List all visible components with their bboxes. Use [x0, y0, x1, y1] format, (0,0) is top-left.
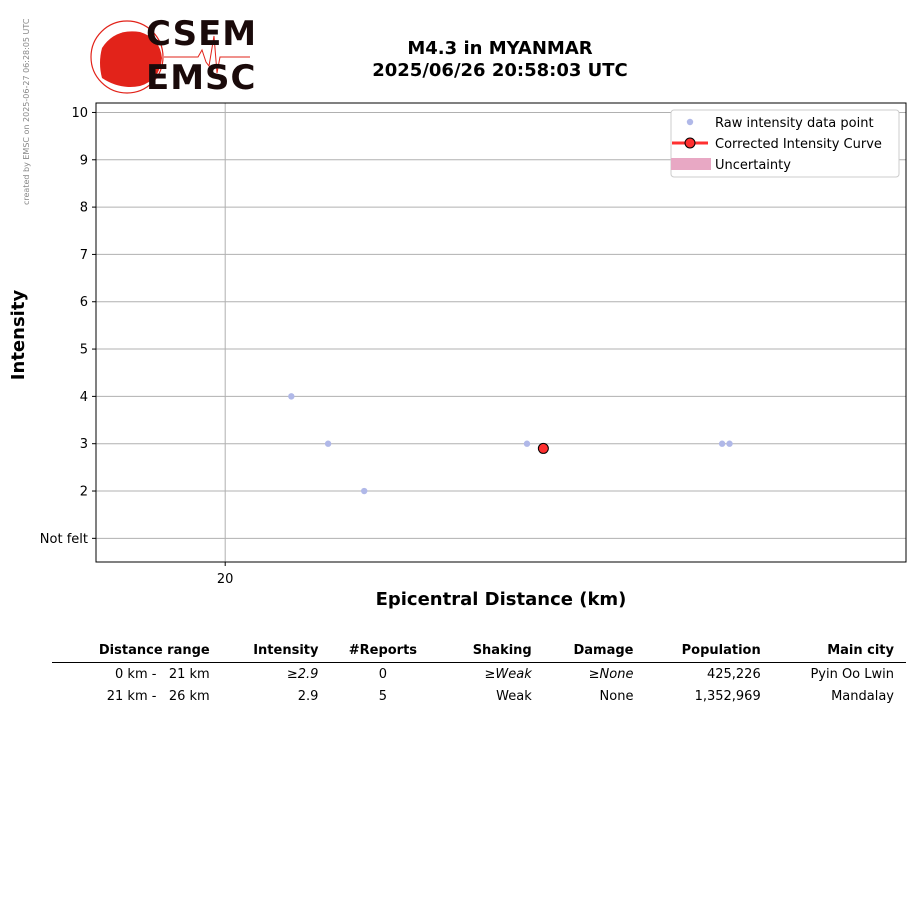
legend-label: Raw intensity data point	[715, 116, 874, 131]
y-tick-label: 10	[71, 106, 88, 121]
cell-city: Pyin Oo Lwin	[810, 667, 894, 682]
distance-from: 21 km -	[106, 689, 157, 704]
cell-distance: 0 km - 21 km	[52, 663, 222, 686]
y-tick-label: 9	[80, 153, 88, 168]
y-tick-label: 4	[80, 390, 88, 405]
raw-data-point	[523, 440, 531, 447]
cell-shaking: ≥Weak	[484, 667, 532, 682]
chart-title: M4.3 in MYANMAR 2025/06/26 20:58:03 UTC	[300, 38, 700, 82]
header-distance: Distance range	[52, 640, 222, 663]
cell-intensity: ≥2.9	[286, 667, 319, 682]
cell-damage: None	[599, 689, 634, 704]
header-intensity: Intensity	[221, 640, 331, 663]
table-header-row: Distance range Intensity #Reports Shakin…	[52, 640, 906, 663]
header-damage: Damage	[543, 640, 646, 663]
corrected-intensity-point	[537, 442, 549, 454]
header-city: Main city	[772, 640, 906, 663]
cell-damage: ≥None	[588, 667, 634, 682]
table-row: 21 km - 26 km 2.9 5 Weak None 1,352,969 …	[52, 685, 906, 707]
legend-raw-marker	[686, 118, 694, 126]
y-tick-label: Not felt	[40, 532, 88, 547]
title-line-2: 2025/06/26 20:58:03 UTC	[372, 60, 628, 81]
y-tick-label: 8	[80, 201, 88, 216]
cell-population: 425,226	[706, 667, 761, 682]
x-axis-label: Epicentral Distance (km)	[375, 589, 627, 610]
header-reports: #Reports	[330, 640, 444, 663]
cell-population: 1,352,969	[694, 689, 761, 704]
header-shaking: Shaking	[443, 640, 544, 663]
x-tick-label: 20	[217, 572, 234, 587]
cell-reports: 5	[378, 689, 388, 704]
title-line-1: M4.3 in MYANMAR	[407, 38, 593, 59]
y-tick-label: 6	[80, 295, 88, 310]
raw-data-point	[718, 440, 726, 447]
y-tick-label: 7	[80, 248, 88, 263]
intensity-chart: Not felt 2 3 4 5 6 7 8 9 10 20 Raw intensity data p…	[40, 102, 907, 587]
y-tick-label: 3	[80, 437, 88, 452]
y-tick-label: 5	[80, 343, 88, 358]
cell-shaking: Weak	[496, 689, 532, 704]
emsc-logo: CSEM EMSC	[90, 14, 257, 98]
raw-data-point	[288, 393, 295, 400]
y-tick-label: 2	[80, 485, 88, 500]
legend-label: Corrected Intensity Curve	[715, 137, 882, 152]
table-row: 0 km - 21 km ≥2.9 0 ≥Weak ≥None 425,226 …	[52, 663, 906, 686]
distance-from: 0 km -	[115, 667, 157, 682]
raw-data-point	[726, 440, 733, 447]
intensity-table: Distance range Intensity #Reports Shakin…	[52, 640, 906, 707]
raw-data-point	[361, 487, 368, 495]
cell-distance: 21 km - 26 km	[52, 685, 222, 707]
plot-frame	[95, 102, 907, 563]
globe-logo-icon	[90, 20, 250, 94]
cell-reports: 0	[378, 667, 388, 682]
cell-city: Mandalay	[831, 689, 894, 704]
distance-to: 21 km	[168, 667, 210, 682]
logo-text-top: CSEM	[146, 14, 258, 54]
distance-to: 26 km	[168, 689, 210, 704]
y-axis-label: Intensity	[8, 289, 29, 381]
legend-curve-marker	[684, 137, 696, 149]
cell-intensity: 2.9	[297, 689, 319, 704]
raw-data-point	[324, 440, 332, 447]
logo-text-bottom: EMSC	[146, 58, 257, 98]
legend-label: Uncertainty	[715, 158, 791, 173]
legend-uncertainty-swatch	[671, 158, 711, 170]
header-population: Population	[645, 640, 773, 663]
legend-box	[670, 109, 900, 178]
